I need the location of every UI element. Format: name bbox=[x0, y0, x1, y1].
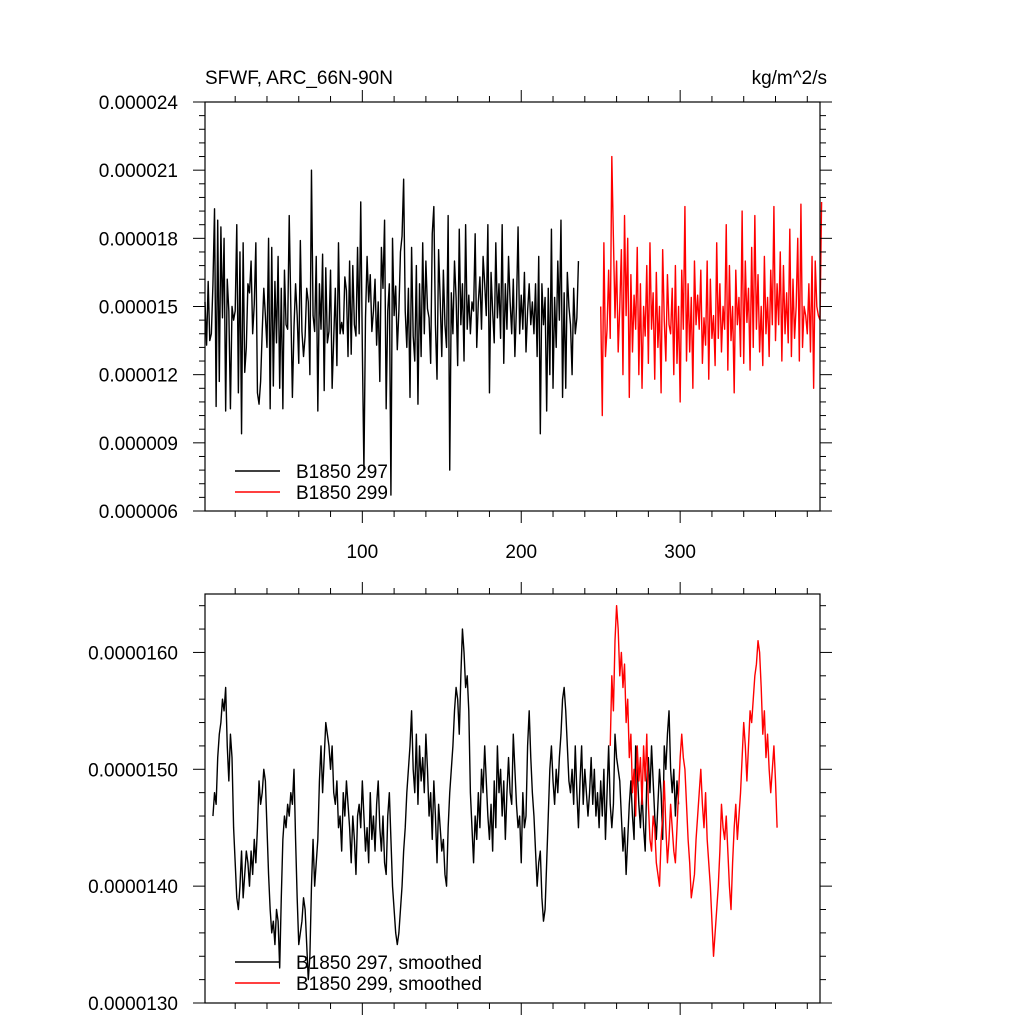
y-tick-label: 0.000012 bbox=[99, 366, 178, 387]
series-line-b1850-297 bbox=[212, 628, 680, 981]
series-line-b1850-299 bbox=[609, 604, 778, 957]
legend-label: B1850 299 bbox=[296, 483, 388, 504]
bottom-panel: 0.0000130 0.0000140 0.0000150 0.0000160 B185… bbox=[88, 582, 832, 1015]
y-tick-label: 0.000024 bbox=[99, 93, 179, 114]
series-line-b1850-299 bbox=[600, 155, 823, 417]
x-tick-label: 100 bbox=[346, 542, 378, 563]
chart-title: SFWF, ARC_66N-90N bbox=[205, 68, 393, 89]
y-tick-label: 0.000021 bbox=[99, 161, 178, 182]
y-tick-label: 0.0000130 bbox=[88, 994, 178, 1015]
top-panel: 100 200 300 0.000006 0.000009 0.000012 0.00001… bbox=[99, 90, 832, 563]
legend-label: B1850 297, smoothed bbox=[296, 953, 482, 974]
y-tick-label: 0.0000150 bbox=[88, 760, 178, 781]
x-tick-label: 200 bbox=[505, 542, 537, 563]
y-tick-label: 0.0000160 bbox=[88, 643, 178, 664]
x-tick-label: 300 bbox=[664, 542, 696, 563]
series-line-b1850-297 bbox=[204, 169, 580, 496]
units-label: kg/m^2/s bbox=[752, 68, 827, 89]
y-tick-label: 0.000018 bbox=[99, 229, 178, 250]
legend-label: B1850 297 bbox=[296, 462, 388, 483]
legend-label: B1850 299, smoothed bbox=[296, 974, 482, 995]
plot-frame bbox=[204, 593, 821, 1004]
y-tick-label: 0.000015 bbox=[99, 298, 178, 319]
y-tick-label: 0.000006 bbox=[99, 502, 178, 523]
y-tick-label: 0.0000140 bbox=[88, 877, 178, 898]
y-tick-label: 0.000009 bbox=[99, 434, 178, 455]
